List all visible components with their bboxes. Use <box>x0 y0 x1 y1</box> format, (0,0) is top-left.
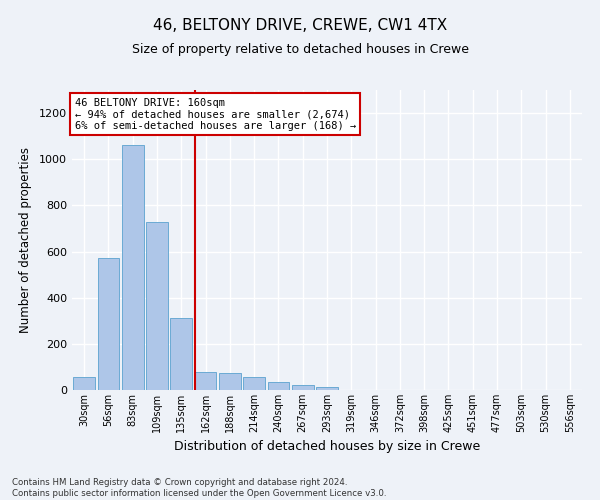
Text: 46, BELTONY DRIVE, CREWE, CW1 4TX: 46, BELTONY DRIVE, CREWE, CW1 4TX <box>153 18 447 32</box>
Text: 46 BELTONY DRIVE: 160sqm
← 94% of detached houses are smaller (2,674)
6% of semi: 46 BELTONY DRIVE: 160sqm ← 94% of detach… <box>74 98 356 130</box>
Bar <box>219 372 241 390</box>
X-axis label: Distribution of detached houses by size in Crewe: Distribution of detached houses by size … <box>174 440 480 454</box>
Bar <box>73 378 95 390</box>
Bar <box>170 318 192 390</box>
Text: Size of property relative to detached houses in Crewe: Size of property relative to detached ho… <box>131 42 469 56</box>
Bar <box>97 258 119 390</box>
Bar <box>316 386 338 390</box>
Bar <box>268 382 289 390</box>
Bar <box>243 378 265 390</box>
Bar <box>146 222 168 390</box>
Text: Contains HM Land Registry data © Crown copyright and database right 2024.
Contai: Contains HM Land Registry data © Crown c… <box>12 478 386 498</box>
Bar <box>292 386 314 390</box>
Bar <box>194 372 217 390</box>
Bar <box>122 146 143 390</box>
Y-axis label: Number of detached properties: Number of detached properties <box>19 147 32 333</box>
